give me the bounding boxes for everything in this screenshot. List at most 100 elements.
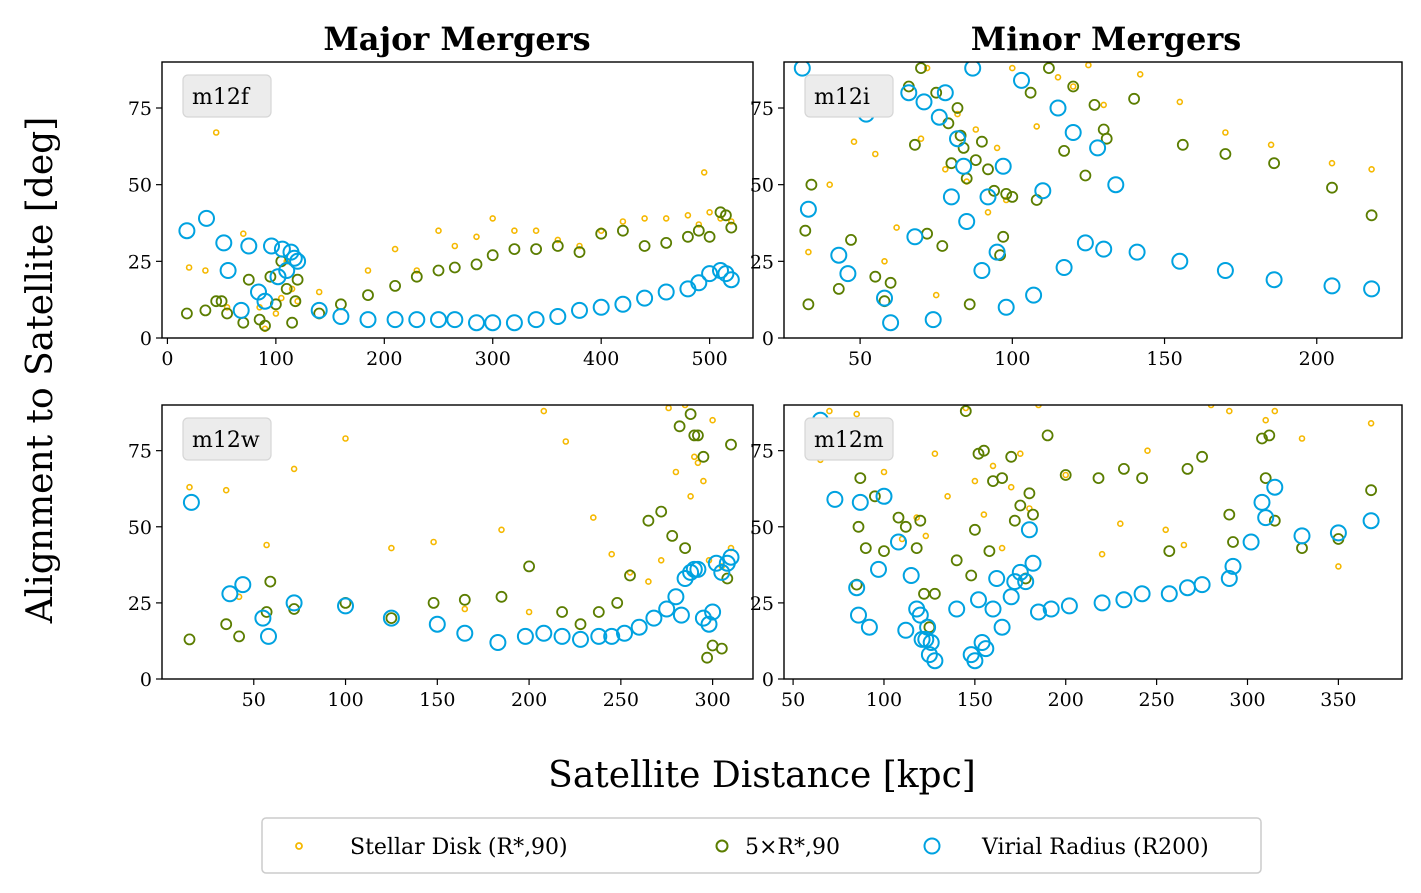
x-tick-label: 50 (242, 689, 266, 711)
point-vir (1179, 579, 1196, 597)
point-disk (540, 407, 548, 415)
point-five (617, 224, 629, 237)
point-five (1196, 450, 1208, 463)
point-disk (263, 541, 270, 549)
point-five (495, 590, 508, 603)
point-disk (430, 538, 437, 546)
point-disk (576, 242, 583, 250)
point-vir (984, 600, 1002, 618)
point-disk (290, 465, 298, 473)
point-five (655, 505, 668, 518)
point-vir (527, 311, 545, 329)
point-five (1223, 508, 1236, 521)
x-tick-label: 350 (1320, 689, 1356, 711)
point-five (1365, 209, 1378, 222)
point-vir (1060, 597, 1078, 615)
point-five (1268, 157, 1280, 170)
point-five (389, 279, 402, 292)
point-five (1118, 462, 1130, 475)
point-five (869, 490, 881, 503)
point-five (530, 243, 542, 256)
point-five (573, 246, 586, 259)
point-vir (700, 615, 718, 633)
point-disk (944, 492, 951, 500)
x-tick-label: 100 (866, 689, 902, 711)
point-disk (619, 218, 627, 225)
point-vir (1323, 277, 1341, 295)
point-vir (456, 624, 474, 642)
point-vir (254, 609, 272, 627)
point-disk (672, 468, 680, 476)
point-five (1219, 148, 1232, 160)
point-five (921, 227, 933, 240)
point-vir (897, 621, 915, 639)
point-five (805, 178, 818, 191)
y-tick-label: 75 (750, 441, 774, 463)
point-five (978, 444, 990, 457)
point-vir (645, 609, 663, 627)
point-vir (1017, 573, 1035, 591)
point-five (385, 612, 398, 624)
point-five (259, 319, 271, 332)
point-vir (658, 600, 676, 618)
point-five (1326, 181, 1338, 194)
y-tick-label: 75 (750, 98, 774, 120)
point-disk (532, 227, 540, 234)
point-disk (850, 138, 858, 145)
point-disk (645, 578, 652, 585)
point-disk (989, 462, 997, 470)
col-title-minor: Minor Mergers (971, 20, 1241, 58)
point-vir (1030, 603, 1047, 621)
point-disk (657, 556, 665, 564)
point-vir (590, 627, 608, 645)
point-five (1227, 536, 1239, 548)
point-vir (446, 311, 464, 329)
point-vir (870, 560, 887, 578)
point-five (253, 313, 266, 326)
point-five (286, 316, 299, 329)
point-five (289, 295, 302, 308)
point-disk (391, 245, 399, 253)
point-vir (484, 314, 502, 332)
point-five (959, 405, 972, 418)
point-five (574, 618, 587, 631)
point-disk (1271, 407, 1279, 415)
point-vir (930, 108, 948, 126)
point-vir (263, 237, 280, 255)
point-vir (672, 606, 690, 624)
point-disk (954, 110, 961, 118)
point-vir (1265, 271, 1283, 289)
point-vir (1224, 557, 1242, 575)
point-vir (310, 301, 328, 319)
point-five (264, 270, 277, 283)
point-vir (408, 311, 426, 329)
point-five (997, 230, 1010, 243)
point-five (945, 157, 958, 170)
point-vir (1242, 533, 1260, 551)
x-tick-label: 200 (1299, 348, 1335, 370)
point-disk (971, 477, 979, 485)
point-five (199, 304, 212, 317)
point-vir (955, 157, 973, 175)
point-vir (973, 262, 991, 279)
point-five (592, 606, 605, 618)
x-tick-label: 300 (475, 348, 511, 370)
panel-tag-label: m12f (192, 85, 251, 110)
point-five (930, 86, 943, 99)
point-disk (1162, 526, 1169, 534)
point-five (660, 236, 673, 249)
point-five (965, 569, 978, 582)
point-vir (958, 213, 976, 230)
panel-m12i-frame (783, 61, 1403, 339)
panel-m12f: 0 100 200 300 400 500 0 25 50 75 m12f (128, 61, 754, 370)
point-vir (1011, 563, 1029, 581)
point-vir (269, 268, 287, 286)
point-disk (1035, 405, 1042, 409)
point-vir (826, 490, 844, 508)
col-title-major: Major Mergers (323, 20, 590, 58)
point-disk (706, 209, 713, 216)
point-disk (1054, 74, 1062, 81)
point-five (595, 227, 608, 240)
point-vir (1363, 280, 1381, 298)
point-vir (289, 252, 307, 270)
